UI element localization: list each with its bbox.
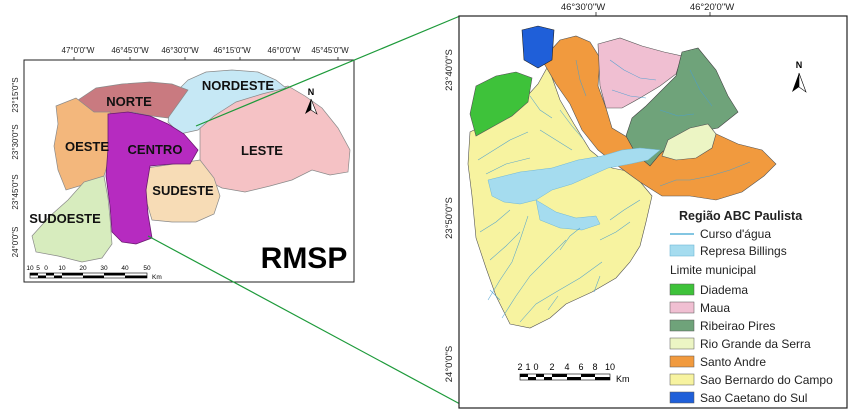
abc-scale-unit: Km	[616, 374, 630, 384]
north-arrow-left-label: N	[308, 87, 315, 97]
abc-left-tick-label: 23°50'0"S	[444, 197, 455, 239]
legend-item-label: Rio Grande da Serra	[700, 337, 811, 351]
municipality-ribeirao-pires-shape	[625, 47, 739, 167]
region-label-centro: CENTRO	[128, 142, 183, 157]
rmsp-left-tick-label: 23°30'0"S	[11, 124, 20, 159]
legend: Região ABC Paulista Curso d'água Represa…	[669, 209, 833, 405]
north-arrow-right: N	[792, 60, 807, 93]
legend-reservoir-swatch	[669, 244, 695, 257]
legend-item-label: Santo Andre	[700, 355, 766, 369]
legend-item-label: Sao Bernardo do Campo	[700, 373, 833, 387]
abc-scale-number: 4	[564, 362, 569, 372]
rmsp-scale-bar: 10 5 0 10 20 30 40 50 Km	[26, 265, 161, 281]
rmsp-left-tick-label: 23°45'0"S	[11, 174, 20, 209]
rmsp-left-tick-label: 24°0'0"S	[11, 227, 20, 258]
abc-left-tick-label: 23°40'0"S	[444, 49, 455, 91]
drainage-network	[477, 59, 751, 323]
abc-scale-number: 2	[549, 362, 554, 372]
rmsp-scale-number: 10	[26, 265, 34, 272]
legend-item-label: Maua	[700, 301, 730, 315]
legend-sao-caetano-swatch	[669, 391, 695, 404]
represa-billings-shape	[487, 147, 661, 205]
legend-title: Região ABC Paulista	[679, 209, 803, 223]
abc-scale-bar: 2 1 0 2 4 6 8 10 Km	[517, 362, 629, 384]
abc-top-tick-label: 46°30'0"W	[561, 2, 605, 13]
region-label-leste: LESTE	[241, 143, 283, 158]
abc-scale-number: 2	[517, 362, 522, 372]
abc-top-tick-label: 46°20'0"W	[690, 2, 734, 13]
zoom-connector-bottom	[147, 235, 461, 405]
rmsp-scale-number: 40	[121, 265, 129, 272]
abc-top-ticks: 46°30'0"W 46°20'0"W	[561, 2, 734, 16]
rmsp-top-tick-label: 45°45'0"W	[311, 46, 349, 55]
rmsp-scale-number: 30	[100, 265, 108, 272]
rmsp-scale-number: 5	[36, 265, 40, 272]
rmsp-scale-number: 50	[143, 265, 151, 272]
rmsp-scale-number: 0	[44, 265, 48, 272]
rmsp-scale-number: 20	[79, 265, 87, 272]
rmsp-top-tick-label: 47°0'0"W	[62, 46, 95, 55]
legend-item-label: Ribeirao Pires	[700, 319, 775, 333]
abc-left-tick-label: 24°0'0"S	[444, 346, 455, 382]
rmsp-scale-number: 10	[58, 265, 66, 272]
abc-map-panel: 46°30'0"W 46°20'0"W 23°40'0"S 23°50'0"S …	[444, 2, 848, 409]
abc-scale-number: 8	[592, 362, 597, 372]
represa-billings-arm	[535, 199, 601, 231]
legend-maua-swatch	[669, 301, 695, 314]
region-label-nordeste: NORDESTE	[202, 78, 275, 93]
zoom-connector-top	[195, 15, 461, 127]
region-sudoeste-shape	[31, 175, 113, 263]
region-label-sudeste: SUDESTE	[152, 183, 214, 198]
region-label-sudoeste: SUDOESTE	[29, 211, 101, 226]
rmsp-top-tick-label: 46°30'0"W	[161, 46, 199, 55]
region-centro-shape	[105, 111, 199, 245]
north-arrow-left: N	[305, 87, 318, 115]
rmsp-top-ticks: 47°0'0"W 46°45'0"W 46°30'0"W 46°15'0"W 4…	[62, 46, 349, 60]
legend-santo-andre-swatch	[669, 355, 695, 368]
abc-scale-number: 0	[533, 362, 538, 372]
north-arrow-left-dark-icon	[305, 99, 311, 114]
municipality-maua-shape	[597, 37, 683, 109]
region-label-norte: NORTE	[106, 94, 152, 109]
north-arrow-right-light-icon	[798, 72, 807, 93]
legend-sao-bernardo-swatch	[669, 373, 695, 386]
abc-scale-number: 10	[605, 362, 615, 372]
north-arrow-left-light-icon	[310, 98, 318, 115]
rmsp-top-tick-label: 46°45'0"W	[111, 46, 149, 55]
abc-scale-number: 1	[525, 362, 530, 372]
rmsp-title: RMSP	[261, 242, 348, 275]
municipality-sao-caetano-shape	[521, 25, 555, 69]
abc-scale-number: 6	[578, 362, 583, 372]
legend-item-label: Curso d'água	[700, 227, 771, 241]
rmsp-map-panel: 47°0'0"W 46°45'0"W 46°30'0"W 46°15'0"W 4…	[11, 46, 355, 283]
rmsp-top-tick-label: 46°0'0"W	[268, 46, 301, 55]
municipality-rio-grande-da-serra-shape	[661, 123, 717, 161]
legend-rio-grande-swatch	[669, 337, 695, 350]
legend-ribeirao-pires-swatch	[669, 319, 695, 332]
region-label-oeste: OESTE	[65, 139, 109, 154]
legend-item-label: Represa Billings	[700, 244, 787, 258]
legend-item-label: Sao Caetano do Sul	[700, 391, 807, 405]
rmsp-scale-unit: Km	[152, 274, 162, 281]
rmsp-left-tick-label: 23°15'0"S	[11, 77, 20, 112]
rmsp-top-tick-label: 46°15'0"W	[213, 46, 251, 55]
legend-item-label: Diadema	[700, 283, 748, 297]
north-arrow-right-label: N	[796, 60, 803, 70]
north-arrow-right-dark-icon	[792, 73, 799, 92]
legend-diadema-swatch	[669, 283, 695, 296]
abc-left-ticks: 23°40'0"S 23°50'0"S 24°0'0"S	[444, 49, 455, 382]
municipality-diadema-shape	[469, 71, 533, 137]
rmsp-left-ticks: 23°15'0"S 23°30'0"S 23°45'0"S 24°0'0"S	[11, 77, 20, 257]
legend-subtitle: Limite municipal	[670, 263, 756, 277]
